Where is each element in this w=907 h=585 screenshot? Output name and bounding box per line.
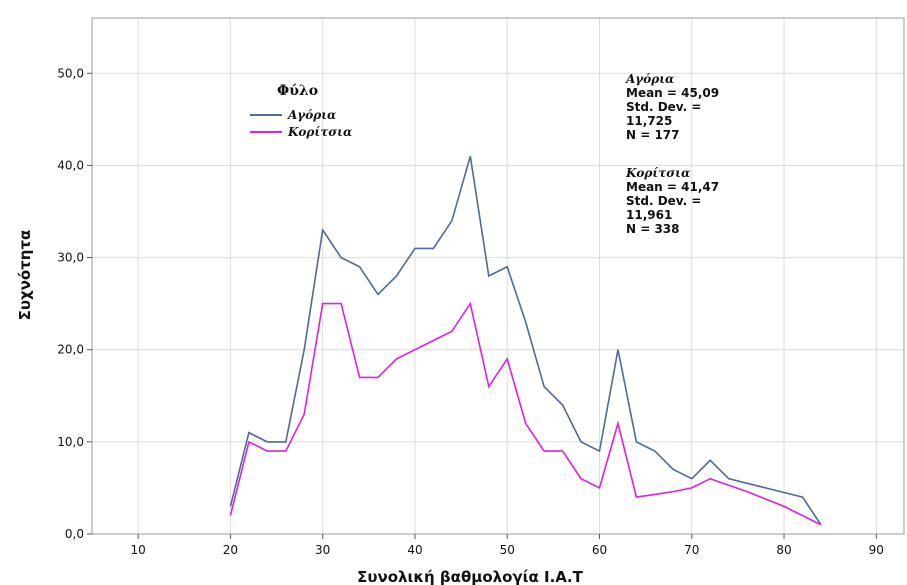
x-tick-label: 40 — [407, 543, 422, 557]
stats-girls-mean: Mean = 41,47 — [626, 180, 719, 194]
y-tick-label: 50,0 — [57, 66, 84, 80]
stats-girls-stddev-value: 11,961 — [626, 208, 672, 222]
y-tick-label: 30,0 — [57, 251, 84, 265]
legend-label-boys: Αγόρια — [287, 108, 336, 122]
y-tick-label: 0,0 — [65, 527, 84, 541]
x-tick-label: 30 — [315, 543, 330, 557]
y-tick-label: 10,0 — [57, 435, 84, 449]
x-tick-label: 20 — [223, 543, 238, 557]
x-axis-title: Συνολική βαθμολογία Ι.Α.Τ — [357, 568, 583, 585]
stats-boys-stddev-label: Std. Dev. = — [626, 100, 701, 114]
series-lines — [229, 155, 822, 526]
x-tick-label: 70 — [684, 543, 699, 557]
x-tick-label: 90 — [869, 543, 884, 557]
legend: Φύλο Αγόρια Κορίτσια — [250, 83, 352, 139]
stats-girls-n: N = 338 — [626, 222, 680, 236]
stats-girls-group: Κορίτσια — [625, 166, 690, 180]
x-tick-label: 60 — [592, 543, 607, 557]
plot-frame — [91, 17, 905, 535]
y-tick-label: 20,0 — [57, 343, 84, 357]
stats-annotation-girls: Κορίτσια Mean = 41,47 Std. Dev. = 11,961… — [625, 166, 719, 236]
legend-title: Φύλο — [277, 83, 318, 99]
axis-ticks: 10 20 30 40 50 60 70 80 90 0,0 10,0 20,0 30,0 40,0 50,… — [57, 66, 884, 557]
stats-boys-group: Αγόρια — [625, 72, 674, 86]
x-tick-label: 10 — [130, 543, 145, 557]
series-line-boys — [229, 155, 822, 526]
x-tick-label: 50 — [500, 543, 515, 557]
stats-boys-stddev-value: 11,725 — [626, 114, 672, 128]
stats-girls-stddev-label: Std. Dev. = — [626, 194, 701, 208]
stats-annotation-boys: Αγόρια Mean = 45,09 Std. Dev. = 11,725 N… — [625, 72, 719, 142]
legend-label-girls: Κορίτσια — [287, 125, 352, 139]
y-tick-label: 40,0 — [57, 158, 84, 172]
series-line-girls — [229, 301, 822, 526]
grid-lines — [92, 18, 904, 535]
y-axis-title: Συχνότητα — [16, 230, 34, 321]
stats-boys-n: N = 177 — [626, 128, 680, 142]
x-tick-label: 80 — [776, 543, 791, 557]
stats-boys-mean: Mean = 45,09 — [626, 86, 719, 100]
